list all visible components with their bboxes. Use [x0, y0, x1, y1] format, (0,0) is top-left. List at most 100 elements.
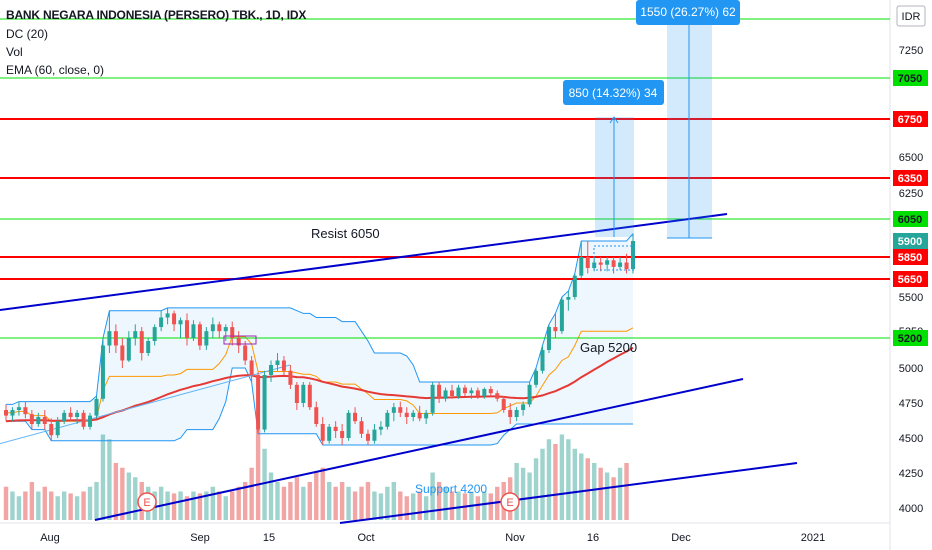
support-trendline-upper: [94, 378, 744, 521]
candle-body: [100, 345, 105, 399]
candle-body: [482, 389, 487, 396]
candle-body: [404, 412, 409, 417]
price-tick-label: 5500: [899, 292, 923, 304]
volume-bar: [417, 491, 422, 520]
volume-bar: [74, 496, 80, 520]
price-badge-label: 7050: [898, 73, 922, 85]
candle-body: [23, 407, 28, 415]
candle-body: [450, 390, 455, 396]
volume-bar: [3, 486, 9, 520]
volume-bar: [81, 491, 86, 520]
indicator-ema[interactable]: EMA (60, close, 0): [6, 63, 105, 77]
price-badge-label: 6750: [898, 114, 922, 126]
volume-bar: [171, 493, 177, 520]
price-badge-bg: [893, 70, 928, 86]
price-tick-label: 6500: [899, 152, 923, 164]
candle-body: [269, 365, 274, 375]
candle-body: [443, 390, 448, 399]
candle-body: [113, 331, 118, 346]
candle-body: [81, 412, 86, 427]
price-tick-label: 4500: [899, 433, 923, 445]
volume-bar: [107, 439, 112, 520]
candle-body: [75, 412, 80, 417]
candle-body: [288, 370, 293, 385]
candle-body: [275, 360, 280, 365]
candle-body: [495, 393, 500, 399]
volume-bar: [598, 467, 603, 520]
volume-bar: [16, 496, 22, 520]
volume-bar: [398, 491, 403, 520]
candle-body: [217, 324, 222, 332]
earnings-marker-label: E: [506, 497, 513, 509]
volume-bar: [281, 486, 287, 520]
candle-body: [178, 320, 183, 325]
resist-trendline: [0, 213, 728, 311]
candle-body: [94, 398, 99, 416]
volume-bar: [391, 482, 397, 520]
last-price-badge-bg: [893, 233, 928, 249]
candle-body: [553, 327, 558, 332]
volume-bar: [165, 491, 170, 520]
candle-body: [462, 387, 467, 394]
volume-bar: [49, 491, 54, 520]
volume-bar: [42, 486, 47, 520]
candle-body: [521, 404, 526, 410]
volume-bar: [546, 439, 552, 520]
volume-bar: [230, 491, 235, 520]
volume-bar: [430, 472, 435, 520]
price-badge-bg: [893, 249, 928, 265]
annotation-gap: Gap 5200: [580, 340, 637, 355]
candle-body: [133, 331, 138, 338]
consolidation-box: [593, 245, 635, 271]
candle-body: [346, 412, 351, 438]
price-tick-label: 5000: [899, 363, 923, 375]
candle-body: [256, 375, 261, 430]
volume-bar: [520, 467, 526, 520]
candle-body: [10, 410, 15, 416]
donchian-upper: [6, 233, 634, 405]
indicator-volume[interactable]: Vol: [6, 45, 23, 59]
candle-body: [546, 327, 551, 350]
symbol-title: BANK NEGARA INDONESIA (PERSERO) TBK., 1D…: [6, 8, 307, 22]
candle-body: [172, 313, 177, 325]
candle-body: [107, 331, 112, 346]
candle-body: [340, 431, 345, 438]
candle-body: [572, 275, 577, 297]
price-tick-label: 4000: [899, 503, 923, 515]
candle-body: [281, 360, 286, 371]
volume-bar: [184, 496, 190, 520]
time-tick-label: Sep: [190, 532, 210, 544]
volume-bar: [566, 439, 571, 520]
volume-bar: [223, 496, 228, 520]
candle-body: [417, 412, 422, 419]
candle-body: [301, 384, 306, 403]
time-tick-label: Dec: [671, 532, 691, 544]
volume-bar: [436, 482, 442, 520]
volume-bar: [423, 496, 429, 520]
candle-body: [411, 412, 416, 417]
volume-bar: [352, 491, 358, 520]
volume-bar: [365, 482, 371, 520]
price-tick-label: 4250: [899, 468, 923, 480]
candle-body: [152, 327, 157, 341]
volume-bar: [495, 486, 500, 520]
candle-body: [294, 384, 299, 403]
candle-body: [191, 324, 196, 338]
volume-bar: [87, 486, 93, 520]
candle-body: [210, 324, 215, 332]
candle-body: [236, 338, 241, 346]
candle-body: [508, 410, 513, 417]
volume-bar: [275, 482, 280, 520]
earnings-marker: [137, 492, 157, 512]
volume-bar: [527, 472, 532, 520]
annotation-support: Support 4200: [415, 482, 487, 496]
candle-body: [314, 407, 319, 424]
volume-bar: [55, 496, 60, 520]
volume-bar: [301, 486, 306, 520]
indicator-donchian[interactable]: DC (20): [6, 27, 49, 41]
candle-body: [139, 331, 144, 353]
candle-body: [4, 410, 8, 416]
candle-body: [501, 398, 506, 410]
